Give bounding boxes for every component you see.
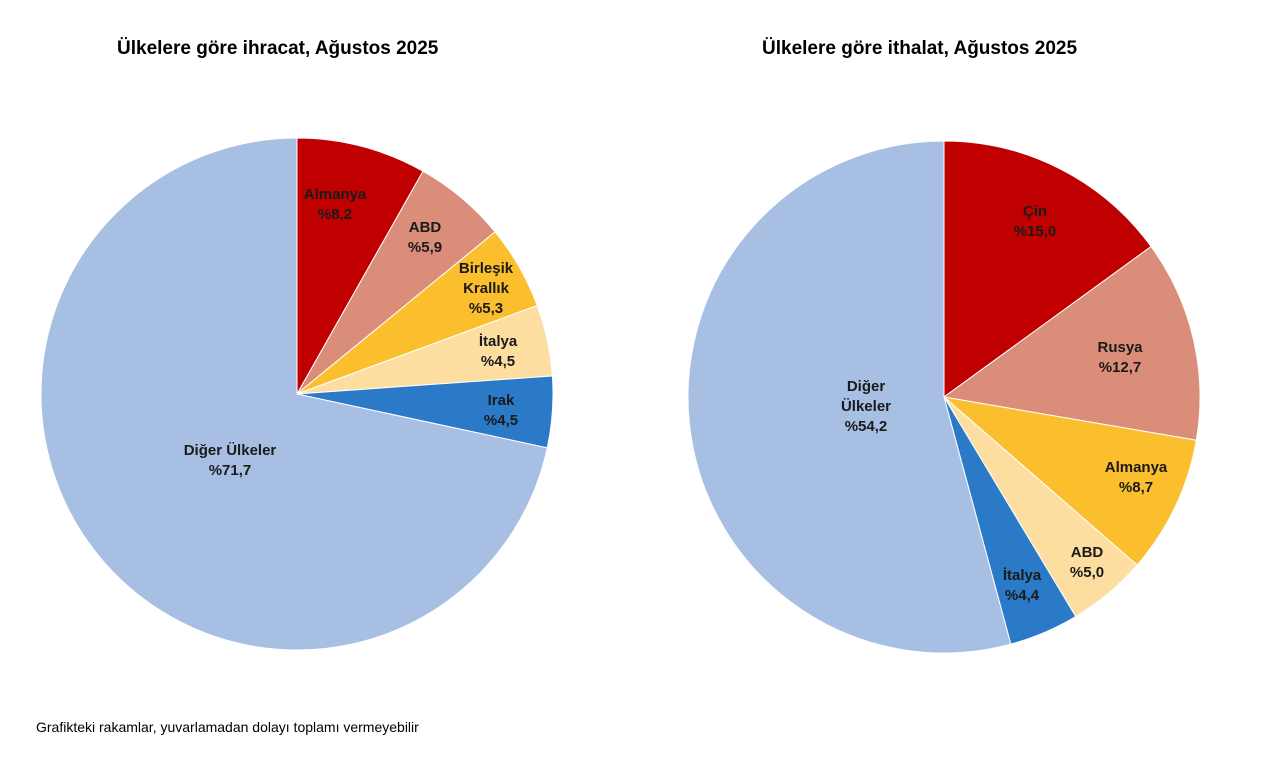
export-slice-label-3: İtalya (479, 333, 518, 350)
import-slice-label-5: Diğer (847, 378, 886, 395)
export-value-label-4: %4,5 (484, 412, 518, 429)
export-value-label-0: %8,2 (318, 206, 352, 223)
export-slice-5 (40, 137, 548, 651)
import-slice-label-2: Almanya (1105, 459, 1168, 476)
import-value-label-3: %5,0 (1070, 564, 1104, 581)
export-slice-label-4: Irak (488, 392, 515, 409)
export-slice-label-5: Diğer Ülkeler (184, 442, 277, 459)
import-pie: Çin %15,0 Rusya %12,7 Almanya %8,7 ABD %5,0 İtal… (687, 140, 1201, 654)
import-slice-label-0: Çin (1023, 203, 1047, 220)
import-slice-label-1: Rusya (1097, 339, 1143, 356)
import-slice-1 (942, 245, 1201, 441)
import-value-label-1: %12,7 (1099, 359, 1142, 376)
export-value-label-1: %5,9 (408, 239, 442, 256)
import-value-label-0: %15,0 (1014, 223, 1057, 240)
import-value-label-5: %54,2 (845, 418, 888, 435)
export-slice-label-2: Birleşik (459, 260, 514, 277)
import-slice-label-5: Ülkeler (841, 398, 891, 415)
import-chart-title: Ülkelere göre ithalat, Ağustos 2025 (762, 38, 1078, 59)
export-slice-label-2: Krallık (463, 280, 510, 297)
import-slice-0 (943, 140, 1152, 398)
import-value-label-2: %8,7 (1119, 479, 1153, 496)
import-slice-label-4: İtalya (1003, 567, 1042, 584)
export-slice-0 (296, 137, 424, 396)
import-slice-label-3: ABD (1071, 544, 1104, 561)
export-value-label-3: %4,5 (481, 353, 515, 370)
export-pie: Almanya %8,2 ABD %5,9 Birleşik Krallık %5,3 İta… (40, 137, 554, 651)
export-chart-title: Ülkelere göre ihracat, Ağustos 2025 (117, 38, 439, 59)
export-slice-label-1: ABD (409, 219, 442, 236)
import-slice-2 (942, 396, 1197, 566)
export-slice-label-0: Almanya (304, 186, 367, 203)
import-value-label-4: %4,4 (1005, 587, 1040, 604)
import-slice-5 (687, 140, 1012, 654)
export-value-label-2: %5,3 (469, 300, 503, 317)
footnote: Grafikteki rakamlar, yuvarlamadan dolayı… (36, 719, 419, 735)
export-value-label-5: %71,7 (209, 462, 252, 479)
